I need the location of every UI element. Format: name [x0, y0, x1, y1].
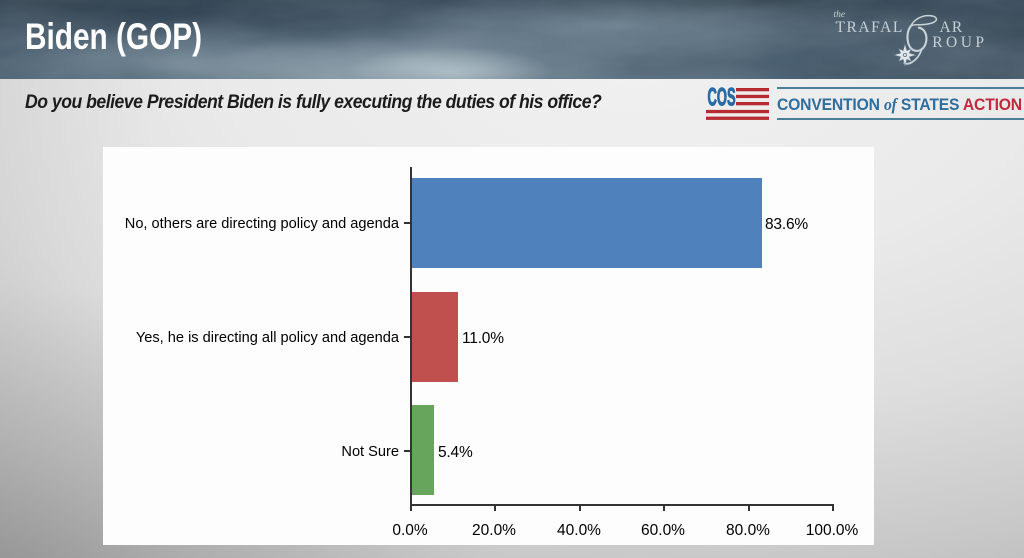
svg-text:COS: COS: [708, 86, 736, 112]
